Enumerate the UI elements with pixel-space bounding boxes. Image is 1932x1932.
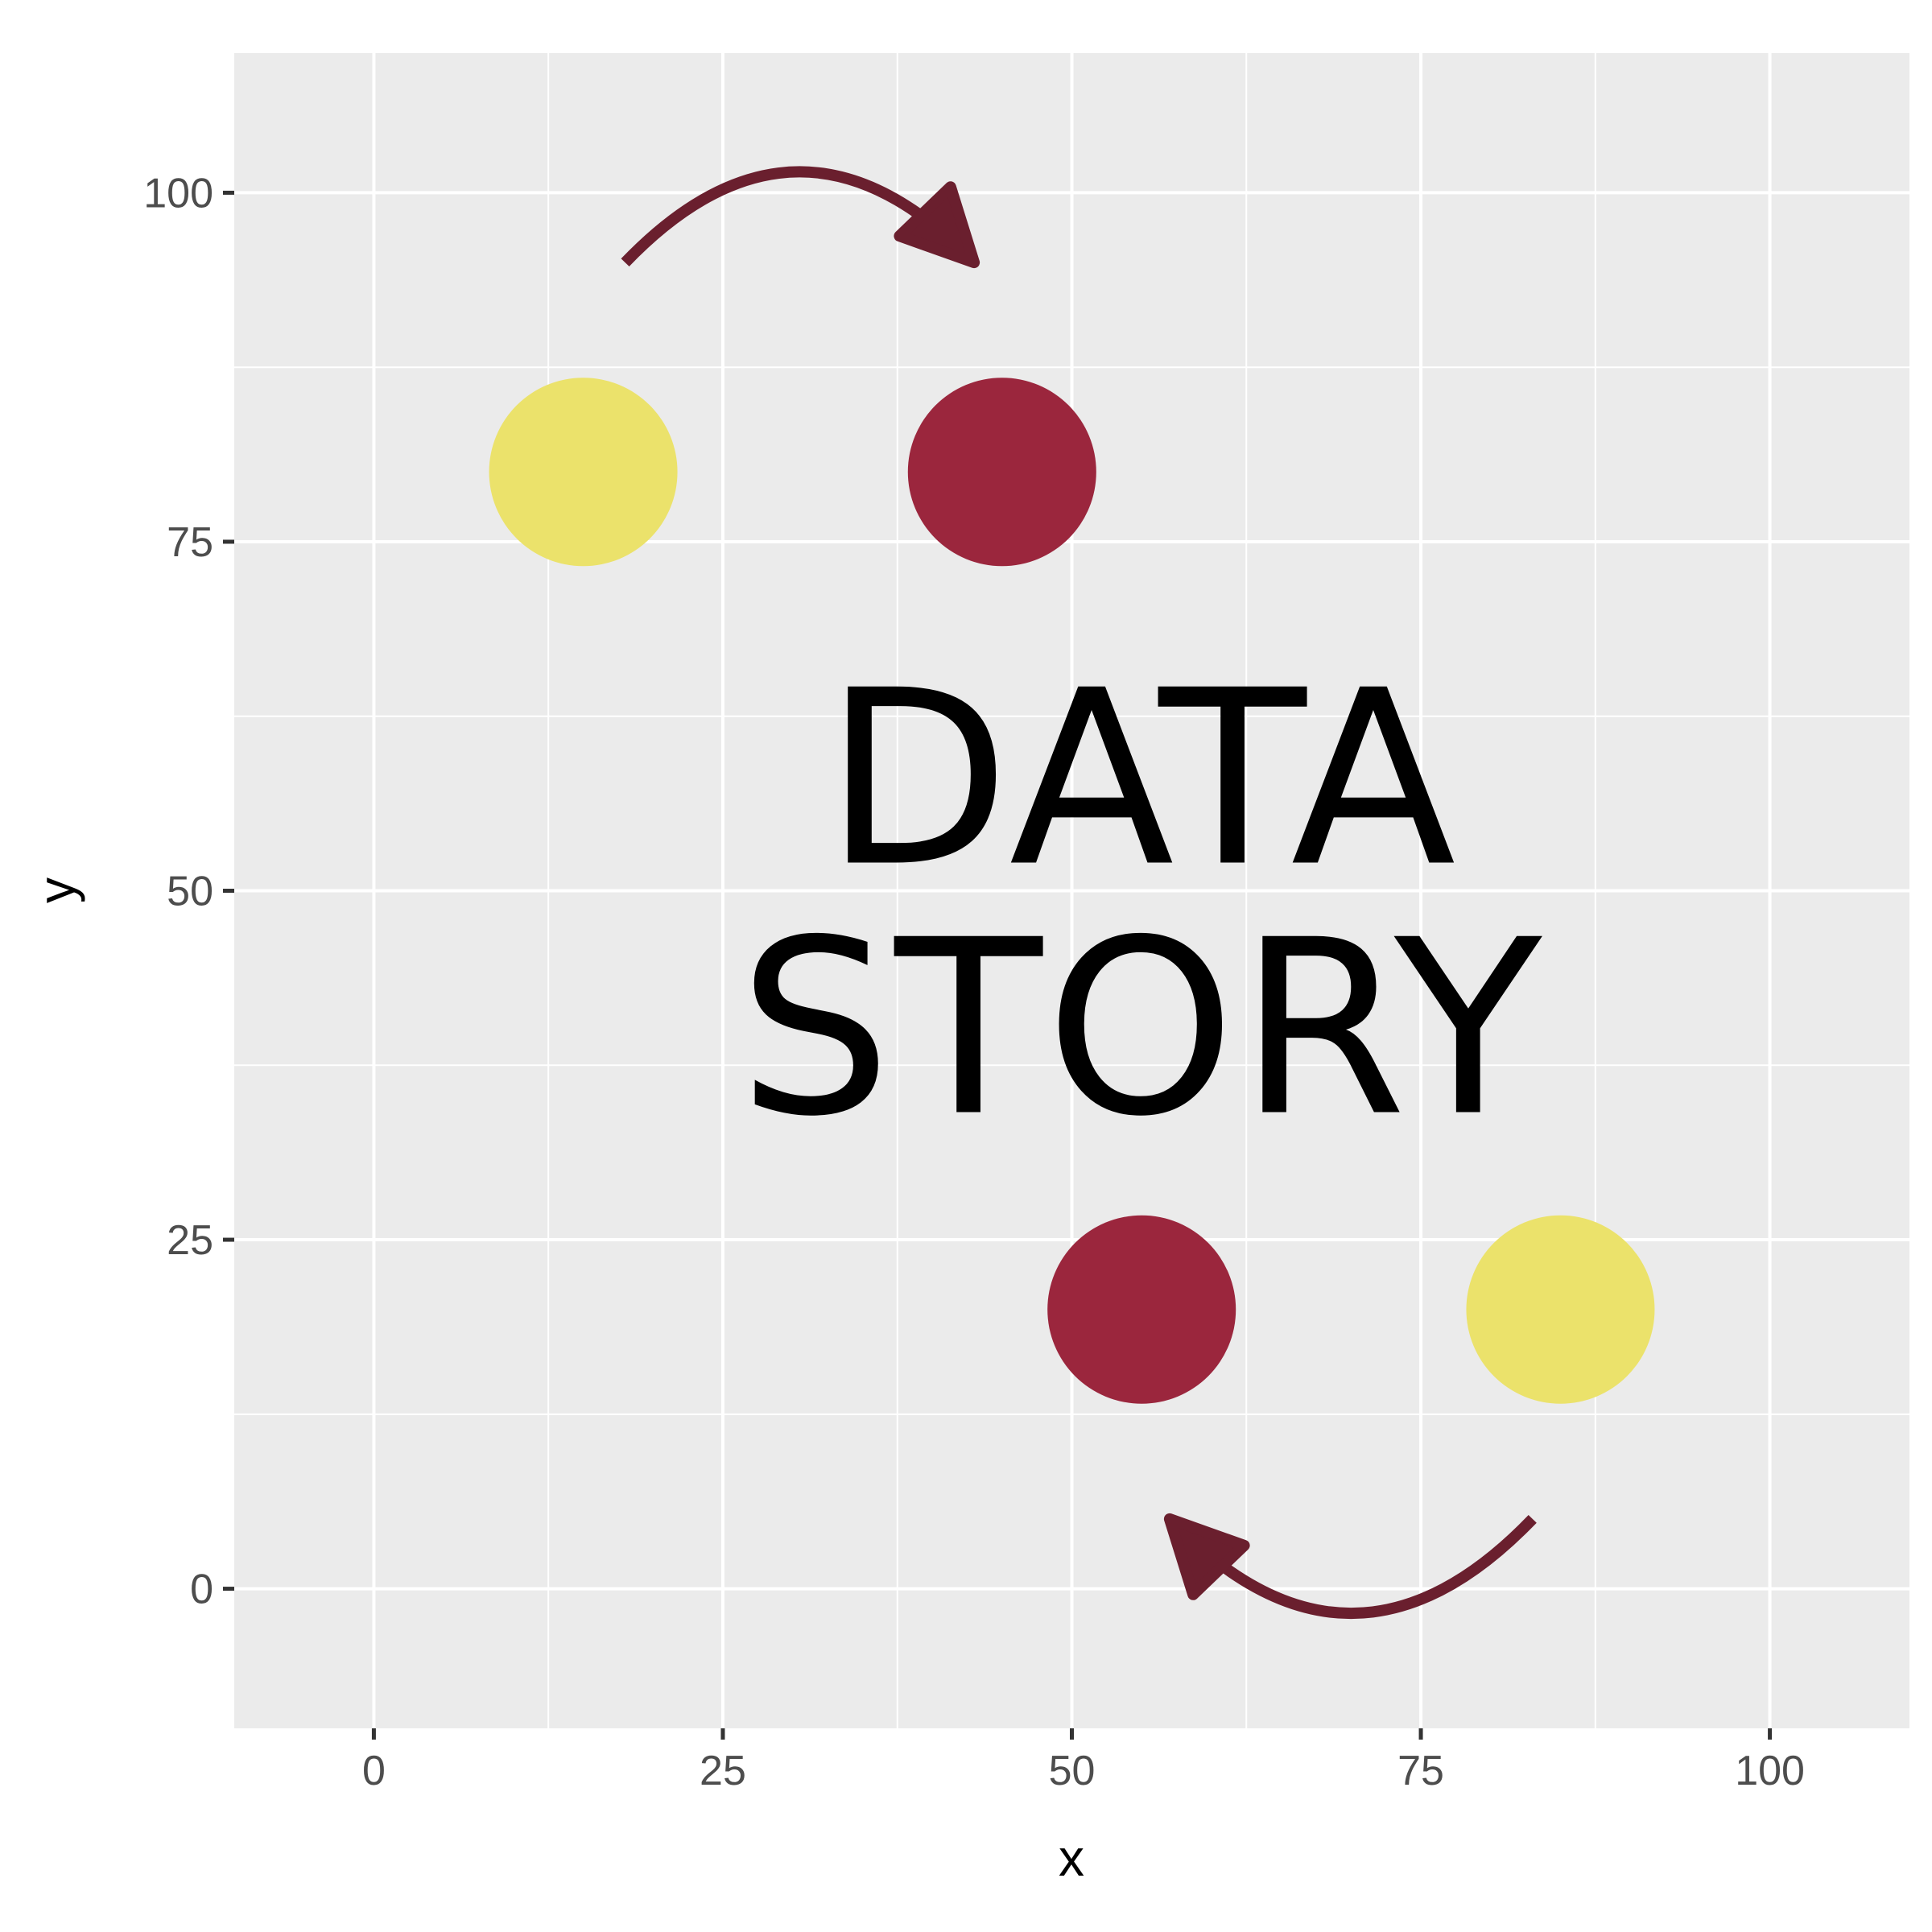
- x-tick-label: 0: [362, 1748, 386, 1794]
- x-tick-label: 50: [1049, 1748, 1096, 1794]
- arrow-head: [894, 181, 980, 269]
- x-tick-label: 25: [700, 1748, 746, 1794]
- data-points: [489, 378, 1655, 1404]
- data-point: [1047, 1215, 1236, 1404]
- x-axis-ticks: 0 25 50 75 100: [362, 1728, 1805, 1794]
- y-tick-label: 75: [167, 519, 213, 566]
- annotation-text-line-1: DATA: [824, 639, 1459, 920]
- arrow-shaft: [1209, 1515, 1537, 1620]
- arrow-head: [1163, 1513, 1250, 1600]
- annotation-arrows: [621, 166, 1537, 1620]
- y-tick-label: 0: [190, 1567, 213, 1613]
- y-tick-label: 50: [167, 869, 213, 915]
- y-tick-label: 25: [167, 1217, 213, 1264]
- data-point: [1466, 1215, 1655, 1404]
- x-axis-title: x: [1059, 1829, 1084, 1887]
- y-axis-title: y: [27, 877, 85, 903]
- arrow-shaft: [621, 166, 936, 266]
- x-tick-label: 100: [1735, 1748, 1805, 1794]
- y-axis-ticks: 0 25 50 75 100: [143, 170, 234, 1613]
- y-tick-label: 100: [143, 170, 213, 217]
- major-gridlines: [234, 53, 1909, 1728]
- data-point: [907, 378, 1096, 567]
- x-tick-label: 75: [1397, 1748, 1444, 1794]
- data-point: [489, 378, 678, 567]
- annotation-text-line-2: STORY: [738, 889, 1546, 1170]
